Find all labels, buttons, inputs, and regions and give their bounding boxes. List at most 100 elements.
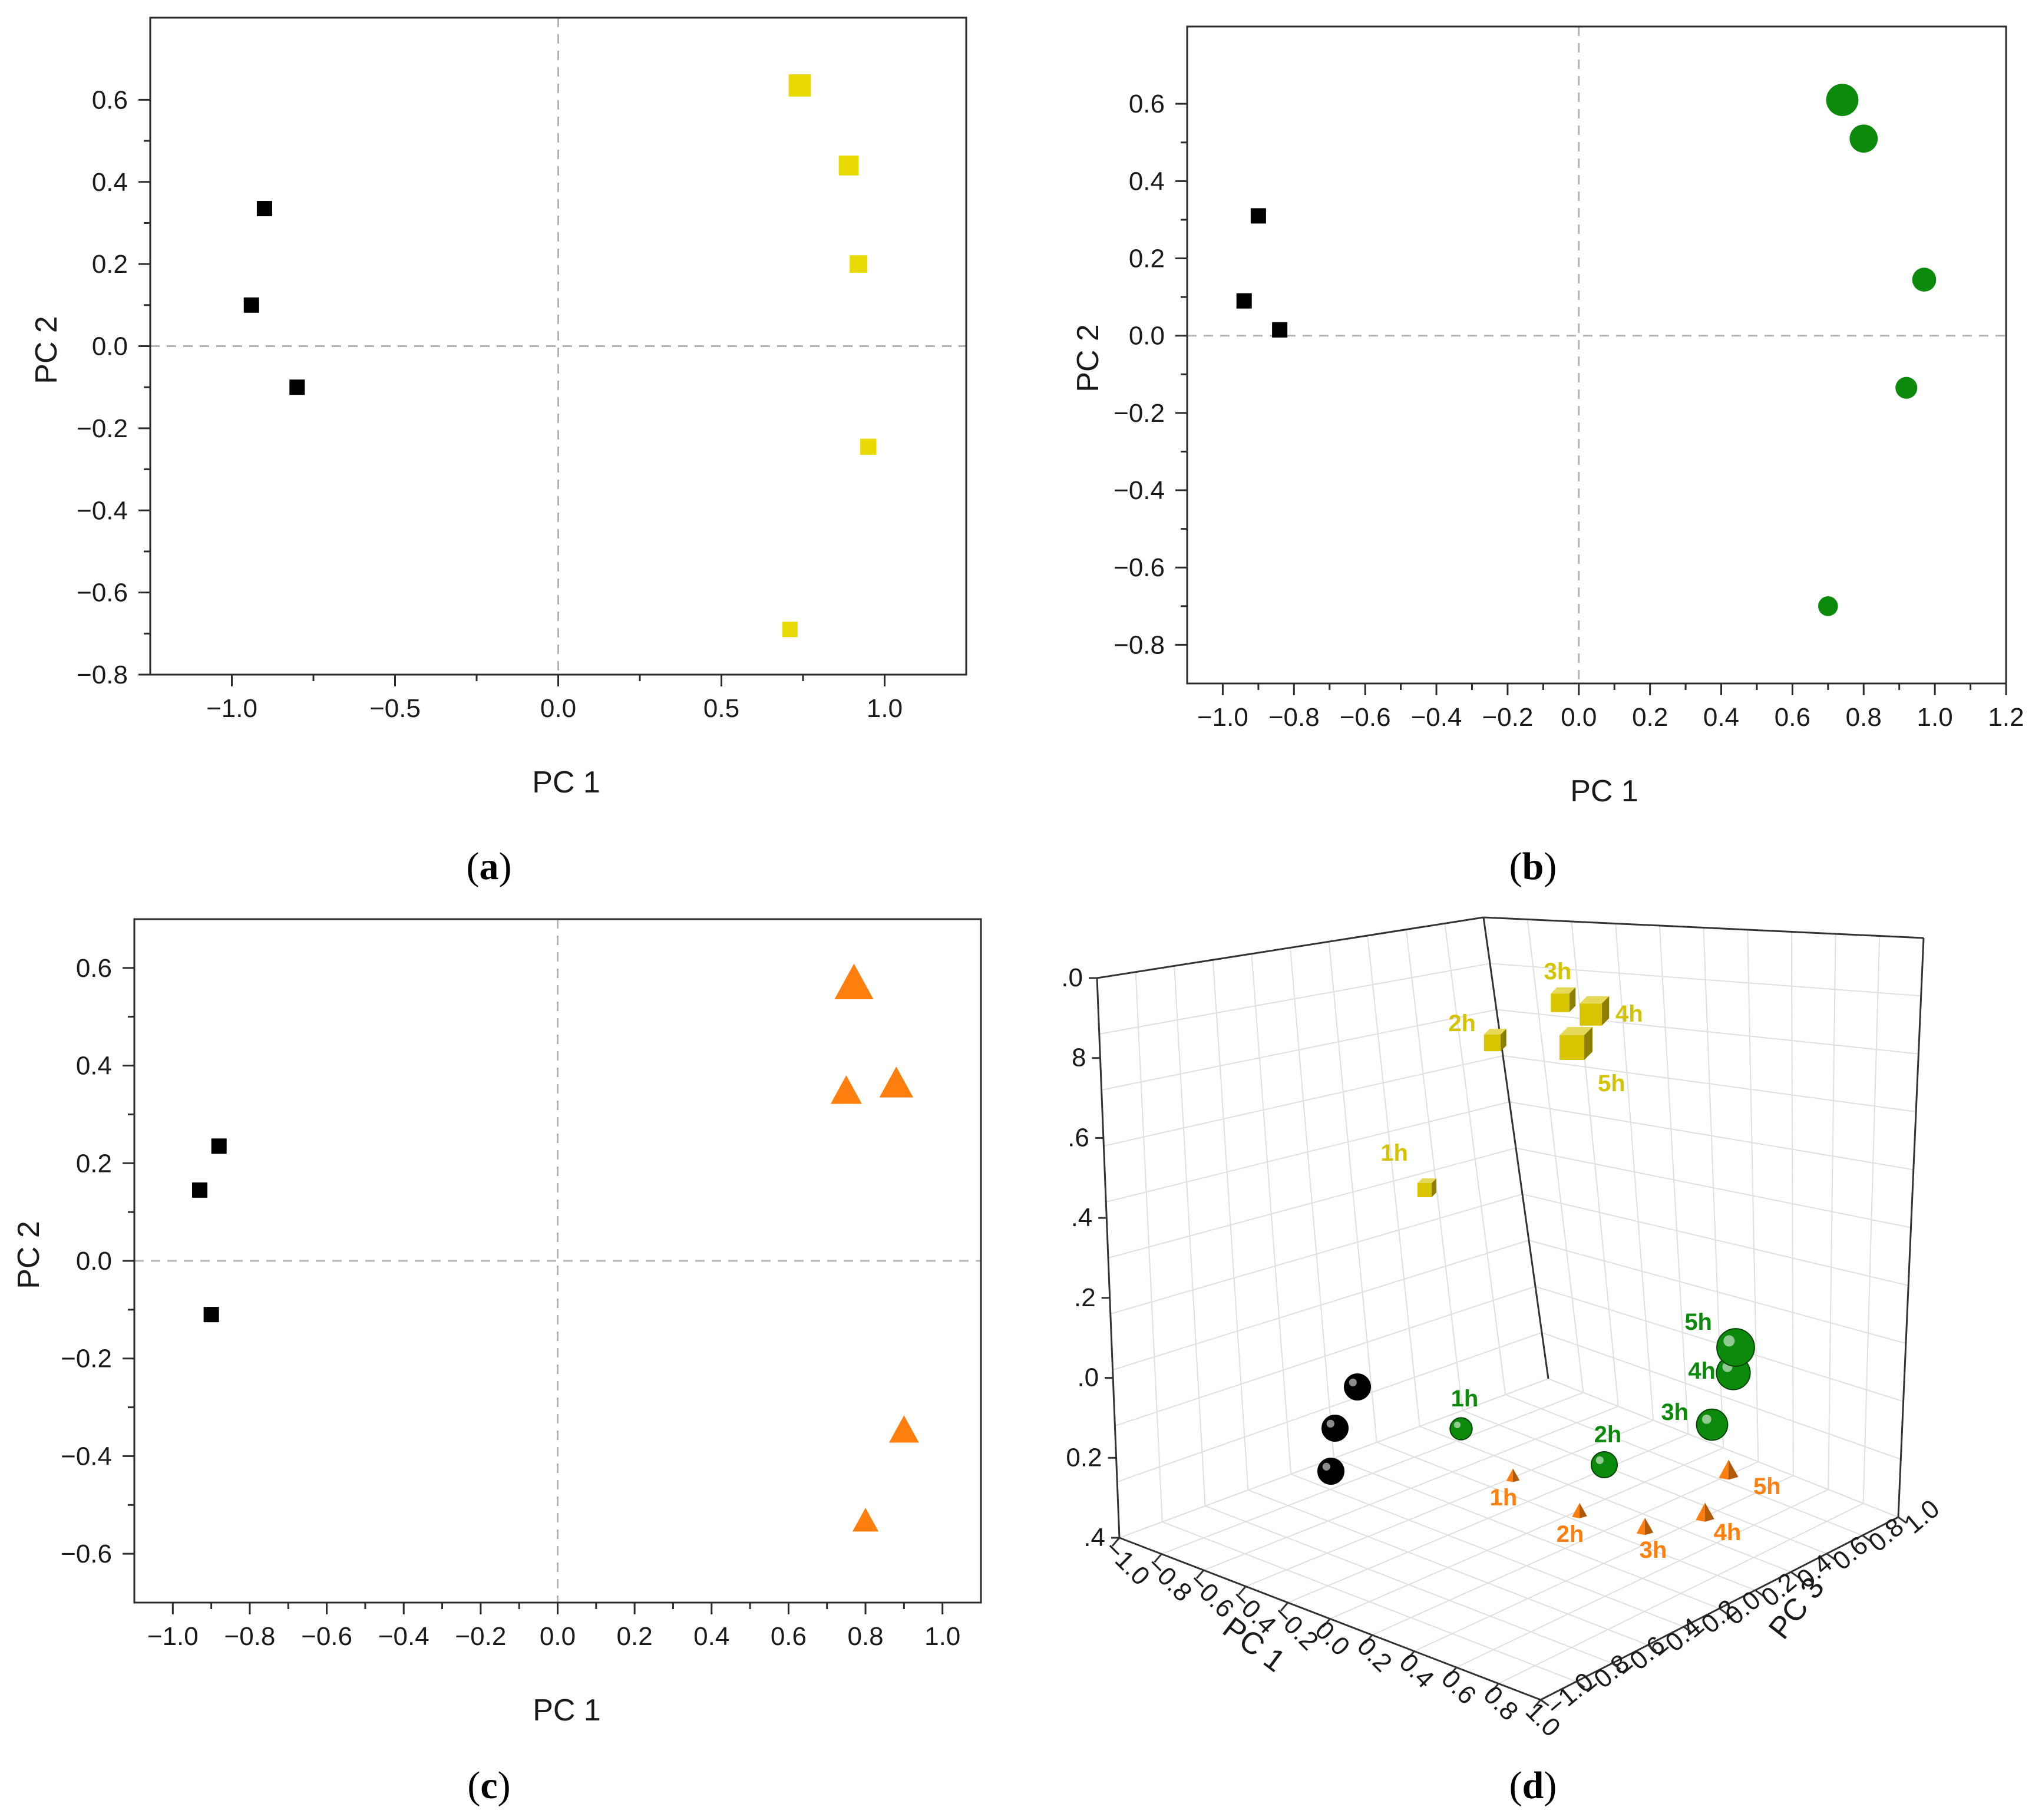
pc1-tick-mark — [1406, 1650, 1415, 1660]
pc1-tick-label: 0.2 — [1352, 1631, 1397, 1677]
green-marker-body — [1591, 1451, 1618, 1478]
floor-grid-line — [1505, 1394, 1863, 1536]
left-wall-grid-line — [1099, 963, 1491, 1035]
x-tick-label: −0.2 — [455, 1622, 506, 1651]
right-wall-grid-line — [1747, 929, 1759, 1462]
orange-marker — [1719, 1459, 1739, 1480]
caption-d: (d) — [1509, 1764, 1557, 1807]
right-wall-grid-line — [1790, 932, 1794, 1476]
pc2-tick-label: .0 — [1077, 1363, 1099, 1392]
right-wall-grid-line — [1515, 1147, 1911, 1228]
orange-marker-left — [1506, 1468, 1513, 1482]
orange-marker-right — [1580, 1502, 1587, 1518]
green-point-label: 2h — [1594, 1422, 1622, 1448]
pc3-tick-mark — [1719, 1607, 1729, 1616]
left-wall-grid-line — [1444, 923, 1506, 1395]
y-tick-label: −0.2 — [77, 414, 128, 443]
yellow-marker-front — [1483, 1034, 1501, 1052]
green-point-label: 3h — [1661, 1399, 1689, 1425]
green-marker-highlight — [1701, 1414, 1711, 1424]
yellow-point-label: 1h — [1380, 1140, 1408, 1166]
yellow-point-label: 4h — [1615, 1001, 1643, 1027]
pc2-tick-label: .4 — [1083, 1523, 1105, 1552]
pc1-tick-label: 0.4 — [1393, 1648, 1439, 1694]
y-tick-label: 0.6 — [92, 85, 128, 114]
floor-grid-line — [1498, 1502, 1864, 1684]
pc3-tick-mark — [1826, 1553, 1836, 1561]
pc3-tick-mark — [1898, 1516, 1907, 1524]
y-tick-label: −0.8 — [1114, 630, 1165, 659]
y-tick-label: −0.6 — [1114, 553, 1165, 582]
y-tick-label: 0.4 — [76, 1052, 112, 1081]
x-tick-label: −0.8 — [1268, 703, 1320, 732]
green-marker — [1696, 1408, 1729, 1441]
pc1-tick-label: 0.8 — [1478, 1680, 1524, 1726]
x-tick-label: 0.8 — [1846, 703, 1882, 732]
control-point — [1250, 208, 1266, 224]
y-tick-label: −0.8 — [77, 660, 128, 689]
green-point-label: 5h — [1684, 1309, 1712, 1335]
orange-marker — [1572, 1502, 1587, 1518]
green-point — [1826, 84, 1859, 117]
x-tick-label: −0.4 — [1411, 703, 1462, 732]
panel-b-ylabel: PC 2 — [1071, 324, 1105, 392]
panel-a-ylabel: PC 2 — [29, 316, 64, 384]
control-point — [211, 1138, 227, 1154]
y-tick-label: 0.4 — [92, 168, 128, 197]
green-point-label: 1h — [1451, 1386, 1479, 1412]
orange-point — [888, 1415, 919, 1443]
pc1-tick-mark — [1364, 1634, 1373, 1644]
x-tick-label: 0.8 — [847, 1622, 883, 1651]
x-tick-label: 0.2 — [1632, 703, 1668, 732]
yellow-marker-top — [1580, 996, 1610, 1004]
x-tick-label: −0.6 — [1340, 703, 1391, 732]
y-tick-label: −0.4 — [61, 1442, 112, 1471]
control-marker-body — [1321, 1415, 1349, 1442]
green-point-label: 4h — [1688, 1358, 1716, 1384]
pc2-tick-label: .2 — [1074, 1283, 1096, 1312]
y-tick-label: −0.2 — [1114, 399, 1165, 428]
pc1-tick-mark — [1448, 1667, 1458, 1676]
y-tick-label: 0.0 — [1129, 322, 1165, 351]
control-marker-highlight — [1349, 1378, 1357, 1386]
panel-c-xlabel: PC 1 — [533, 1693, 601, 1727]
x-tick-label: −1.0 — [206, 694, 257, 723]
pc1-tick-mark — [1238, 1586, 1247, 1596]
yellow-marker-top — [1483, 1029, 1506, 1035]
control-point — [1272, 322, 1288, 338]
green-marker-highlight — [1595, 1456, 1604, 1464]
y-tick-label: 0.2 — [76, 1149, 112, 1178]
yellow-point — [860, 438, 877, 455]
right-wall-grid-line — [1496, 1009, 1919, 1055]
orange-marker — [1696, 1502, 1714, 1522]
x-tick-label: −0.8 — [224, 1622, 276, 1651]
y-tick-label: 0.6 — [1129, 90, 1165, 118]
control-point — [256, 201, 272, 217]
control-point — [192, 1182, 208, 1198]
orange-marker-left — [1572, 1502, 1580, 1518]
left-wall-grid-line — [1405, 929, 1463, 1411]
y-tick-label: −0.6 — [77, 579, 128, 607]
yellow-marker-front — [1551, 993, 1570, 1012]
orange-marker-right — [1513, 1468, 1520, 1482]
floor-grid-line — [1376, 1442, 1756, 1591]
y-tick-label: −0.4 — [1114, 476, 1165, 505]
orange-marker-right — [1645, 1518, 1654, 1535]
yellow-point-label: 5h — [1598, 1071, 1625, 1096]
pc3-tick-mark — [1790, 1571, 1800, 1579]
orange-point-label: 4h — [1714, 1520, 1742, 1545]
y-tick-label: −0.6 — [61, 1540, 112, 1568]
pc2-tick-label: 8 — [1072, 1043, 1086, 1072]
control-marker-highlight — [1326, 1419, 1334, 1428]
caption-b: (b) — [1509, 845, 1557, 888]
yellow-marker-side — [1501, 1029, 1506, 1052]
right-wall-grid-line — [1502, 1055, 1917, 1112]
orange-marker-left — [1696, 1502, 1705, 1522]
yellow-marker — [1483, 1029, 1506, 1052]
orange-point — [830, 1075, 862, 1104]
pc2-tick-label: 0.2 — [1066, 1443, 1102, 1472]
green-marker-body — [1716, 1328, 1755, 1367]
green-marker — [1449, 1417, 1473, 1441]
floor-grid-line — [1333, 1458, 1720, 1609]
pc2-tick-label: .4 — [1071, 1203, 1093, 1232]
